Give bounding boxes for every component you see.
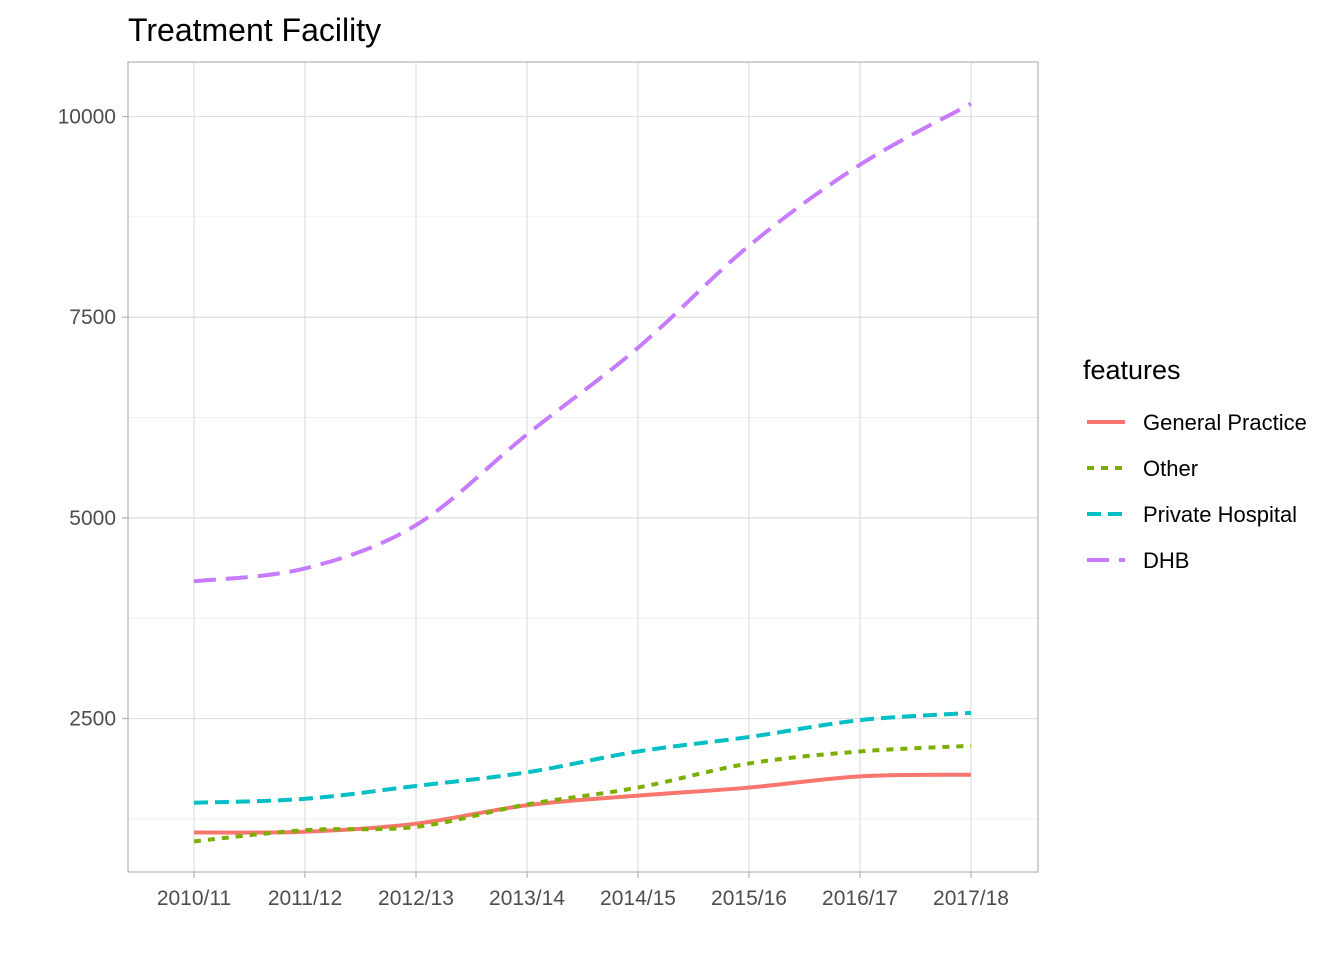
x-tick-label-5: 2015/16 <box>711 887 787 910</box>
chart-title: Treatment Facility <box>128 12 381 48</box>
x-tick-label-2: 2012/13 <box>378 887 454 910</box>
y-tick-label-0: 2500 <box>69 708 116 731</box>
legend: features General Practice Other Private Ho… <box>1083 355 1307 573</box>
legend-label-dhb: DHB <box>1143 548 1189 573</box>
y-tick-label-1: 5000 <box>69 507 116 530</box>
y-tick-label-2: 7500 <box>69 306 116 329</box>
x-tick-label-0: 2010/11 <box>157 887 231 910</box>
legend-label-general-practice: General Practice <box>1143 410 1307 435</box>
x-tick-label-1: 2011/12 <box>268 887 342 910</box>
x-tick-label-7: 2017/18 <box>933 887 1009 910</box>
legend-title: features <box>1083 355 1181 385</box>
axes: 2500 5000 7500 10000 2010/11 2011/12 2012/13 20… <box>58 106 1009 910</box>
legend-label-other: Other <box>1143 456 1198 481</box>
x-tick-label-6: 2016/17 <box>822 887 898 910</box>
y-tick-label-3: 10000 <box>58 106 116 129</box>
series-line-dhb <box>193 101 972 584</box>
series-line-general-practice <box>193 772 972 835</box>
series-lines <box>193 101 972 844</box>
series-line-other <box>193 743 972 844</box>
plot-panel-border <box>127 61 1039 873</box>
x-tick-label-4: 2014/15 <box>600 887 676 910</box>
series-line-private-hospital <box>193 710 972 805</box>
x-tick-label-3: 2013/14 <box>489 887 565 910</box>
legend-label-private-hospital: Private Hospital <box>1143 502 1297 527</box>
